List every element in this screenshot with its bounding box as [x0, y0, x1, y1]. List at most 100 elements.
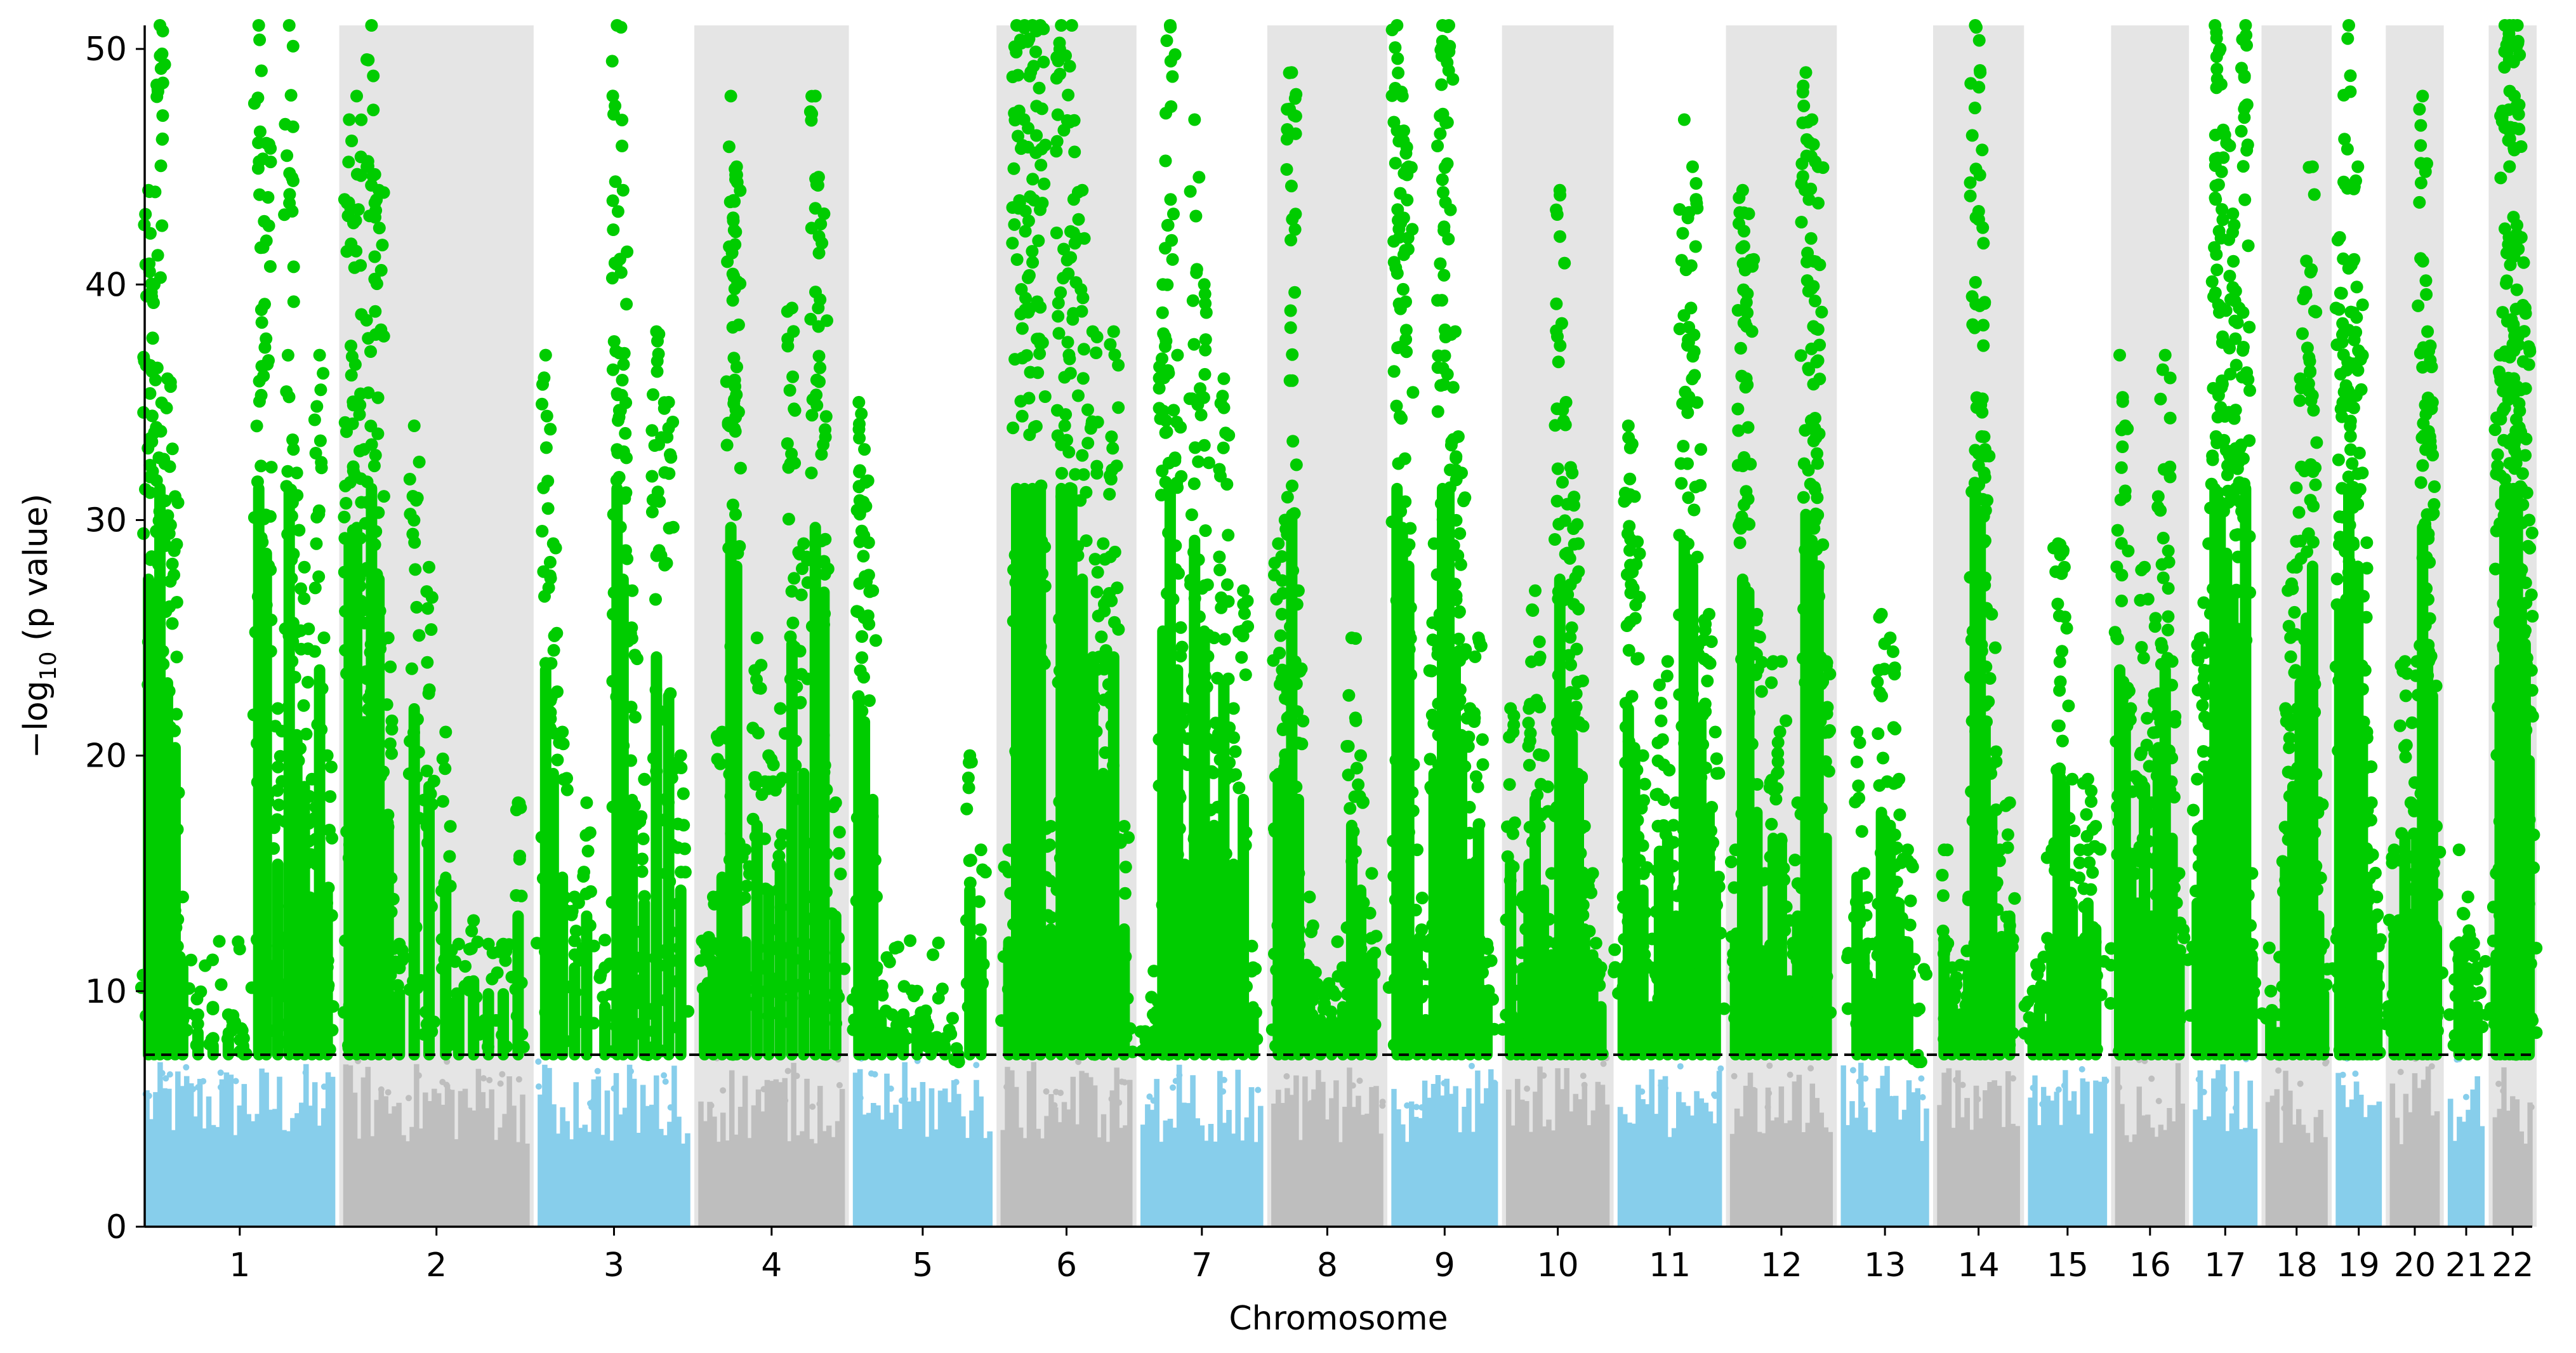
chromosome-11-point — [1658, 1082, 1664, 1088]
chromosome-17-point — [2221, 1086, 2228, 1092]
chromosome-22-point — [2500, 1088, 2506, 1094]
chromosome-1-point — [183, 1064, 189, 1071]
chromosome-18-point — [2275, 1067, 2282, 1074]
chromosome-4-point — [817, 1101, 823, 1107]
chromosome-3-point — [588, 1104, 595, 1110]
chromosome-13-point — [1920, 1094, 1926, 1100]
chromosome-20-point — [2429, 1063, 2435, 1069]
y-tick-label: 40 — [85, 266, 127, 304]
chromosome-14-point — [1953, 1077, 1959, 1083]
chromosome-8-point — [1379, 1102, 1385, 1109]
chromosome-9-point — [1434, 1104, 1441, 1110]
chromosome-19-point — [2352, 1071, 2358, 1077]
chromosome-8-point — [1319, 1093, 1325, 1100]
chromosome-3-point — [595, 1068, 601, 1074]
chromosome-2-point — [378, 1086, 385, 1093]
x-tick-label: 9 — [1434, 1246, 1455, 1284]
y-tick-label: 30 — [85, 501, 127, 539]
chromosome-4-point — [720, 1087, 726, 1093]
chromosome-2-point — [499, 1071, 505, 1078]
chromosome-18-point — [2281, 1105, 2287, 1111]
chromosome-14-point — [1960, 1082, 1966, 1088]
chromosome-6-point — [1043, 1088, 1050, 1095]
chromosome-1-point — [321, 1083, 327, 1090]
x-tick-label: 13 — [1864, 1246, 1906, 1284]
chromosome-10-point — [1580, 1072, 1587, 1079]
chromosome-9-points — [1394, 1069, 1496, 1227]
chromosome-3-point — [663, 1078, 669, 1085]
chromosome-11-points — [1620, 1069, 1719, 1227]
chromosome-4-point — [809, 1104, 816, 1110]
chromosome-1-point — [233, 1078, 239, 1085]
chromosome-1-point — [167, 1071, 173, 1078]
chromosome-2-point — [416, 1072, 422, 1079]
x-tick-label: 18 — [2276, 1246, 2318, 1284]
chromosome-6-point — [1003, 1084, 1010, 1090]
chromosome-1-points — [147, 1062, 333, 1227]
chromosome-7-point — [1220, 1088, 1226, 1095]
chromosome-13-point — [1862, 1076, 1868, 1082]
chromosome-2-point — [406, 1095, 412, 1101]
x-tick-label: 7 — [1191, 1246, 1212, 1284]
chromosome-13-point — [1888, 1096, 1894, 1102]
chromosome-4-point — [761, 1086, 767, 1092]
chromosome-4-point — [708, 1102, 715, 1109]
chromosome-10-point — [1601, 1060, 1607, 1067]
chromosome-13-point — [1859, 1101, 1865, 1107]
chromosome-13-point — [1918, 1076, 1924, 1082]
chromosome-15-points — [2031, 1070, 2104, 1227]
chromosome-5-point — [973, 1062, 979, 1068]
y-tick-label: 20 — [85, 737, 127, 776]
chromosome-1-peak-10 — [232, 935, 253, 1060]
chromosome-9-point — [1491, 1098, 1497, 1104]
chromosome-19-point — [2340, 1072, 2346, 1078]
chromosome-1-point — [159, 1070, 166, 1076]
x-tick-label: 11 — [1649, 1246, 1691, 1284]
x-tick-label: 12 — [1760, 1246, 1802, 1284]
chromosome-12-point — [1751, 1095, 1757, 1101]
chromosome-12-point — [1731, 1073, 1738, 1079]
chromosome-15-point — [2061, 1083, 2068, 1089]
x-tick-label: 1 — [229, 1246, 250, 1284]
chromosome-1-point — [195, 1084, 201, 1090]
chromosome-3-point — [535, 1059, 541, 1065]
chromosome-20-point — [2398, 1069, 2404, 1075]
chromosome-9-point — [1469, 1063, 1475, 1069]
chromosome-17-point — [2196, 1076, 2202, 1083]
chromosome-7-points — [1143, 1065, 1260, 1227]
chromosome-6-point — [1053, 1089, 1059, 1095]
chromosome-2-point — [446, 1089, 452, 1095]
chromosome-14-point — [1975, 1096, 1981, 1102]
chromosome-4-point — [782, 1097, 788, 1104]
chromosome-7-point — [1255, 1087, 1261, 1093]
chromosome-11-point — [1639, 1088, 1645, 1095]
chromosome-10-point — [1562, 1091, 1568, 1097]
chromosome-11-point — [1711, 1092, 1717, 1098]
chromosome-14-point — [1942, 1092, 1948, 1099]
y-tick-label: 50 — [85, 30, 127, 69]
chromosome-8-point — [1371, 1089, 1378, 1095]
chromosome-6-point — [1116, 1100, 1122, 1106]
chromosome-2-point — [486, 1077, 492, 1083]
chromosome-2-point — [480, 1075, 487, 1081]
chromosome-17-point — [2201, 1089, 2207, 1095]
chromosome-10-point — [1540, 1072, 1547, 1079]
x-tick-label: 6 — [1056, 1246, 1077, 1284]
chromosome-3-point — [628, 1068, 634, 1074]
chromosome-4-point — [836, 1082, 843, 1088]
x-tick-label: 5 — [912, 1246, 933, 1284]
chromosome-14-point — [2010, 1075, 2016, 1081]
chromosome-11-point — [1717, 1066, 1724, 1072]
chromosome-3-point — [668, 1104, 674, 1111]
x-tick-label: 8 — [1317, 1246, 1338, 1284]
chromosome-3-point — [611, 1085, 618, 1092]
x-tick-label: 16 — [2129, 1246, 2171, 1284]
chromosome-11-point — [1677, 1063, 1684, 1069]
chromosome-12-point — [1751, 1087, 1757, 1093]
chromosome-10-point — [1582, 1082, 1588, 1088]
chromosome-8-point — [1283, 1073, 1290, 1079]
chromosome-15-point — [2039, 1101, 2045, 1107]
